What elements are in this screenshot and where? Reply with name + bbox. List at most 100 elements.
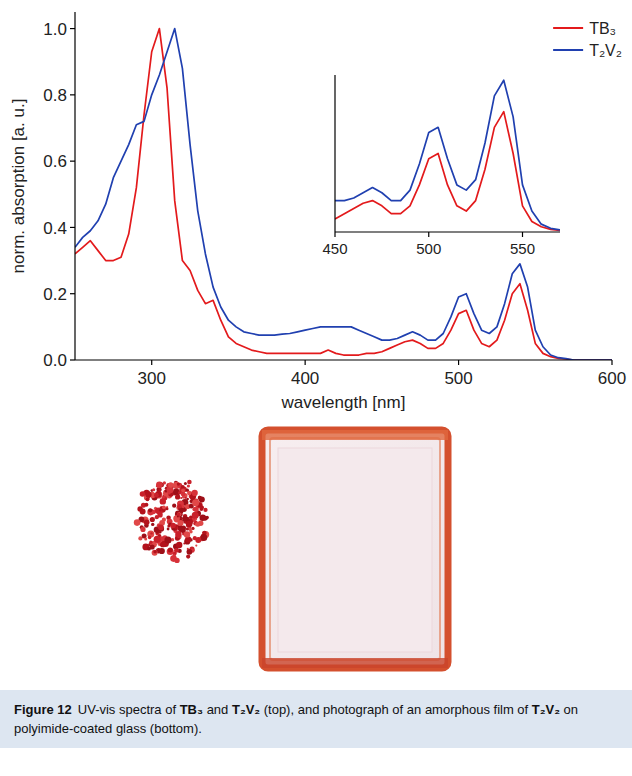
y-axis-title: norm. absorption [a. u.]	[9, 99, 28, 274]
y-tick	[70, 161, 75, 162]
legend-label: TB₃	[589, 20, 616, 37]
powder-grain	[180, 497, 182, 499]
powder-grain	[156, 485, 158, 487]
powder-grain	[159, 531, 161, 533]
y-tick-label: 0.4	[43, 219, 67, 238]
powder-grain	[170, 523, 176, 529]
caption-text: TB₃	[180, 702, 203, 717]
y-tick-label: 0.6	[43, 152, 67, 171]
powder-grain	[156, 530, 159, 533]
series-line	[335, 80, 560, 230]
glass-inner-edge	[270, 438, 440, 660]
powder-grain	[162, 518, 166, 522]
caption-text: T₂V₂	[232, 702, 260, 717]
glass-slide	[262, 430, 448, 668]
powder-grain	[183, 542, 185, 544]
x-tick-label: 300	[138, 369, 166, 388]
x-tick-label: 450	[322, 240, 347, 257]
powder-grain	[154, 536, 161, 543]
powder-grain	[160, 498, 166, 504]
caption: Figure 12UV-vis spectra of TB₃ and T₂V₂ …	[0, 690, 632, 748]
y-tick-label: 1.0	[43, 20, 67, 39]
powder-grain	[180, 510, 183, 513]
powder-grain	[195, 537, 201, 543]
data-group	[75, 29, 612, 360]
x-axis	[335, 231, 560, 232]
chart-1: 450500550	[322, 75, 560, 257]
powder-grain	[177, 504, 182, 509]
powder-grain	[134, 519, 141, 526]
powder-grain	[174, 558, 179, 563]
powder-grain	[172, 504, 176, 508]
x-tick-label: 600	[598, 369, 626, 388]
powder-grain	[174, 517, 179, 522]
y-tick	[70, 94, 75, 95]
powder-grain	[192, 499, 199, 506]
powder-grain	[178, 491, 181, 494]
powder	[134, 480, 209, 563]
caption-text: T₂V₂	[532, 702, 560, 717]
powder-grain	[150, 517, 155, 522]
powder-grain	[189, 516, 192, 519]
powder-grain	[162, 505, 166, 509]
film	[278, 448, 432, 652]
x-tick	[428, 232, 429, 237]
caption-text: and	[203, 702, 232, 717]
caption-text: UV-vis spectra of	[78, 702, 180, 717]
data-group	[335, 80, 560, 230]
powder-grain	[176, 542, 182, 548]
powder-grain	[175, 531, 181, 537]
page: {"chart_data": [ {"type": "line", "x_lab…	[0, 0, 632, 776]
powder-grain	[187, 491, 191, 495]
legend-swatch	[553, 49, 583, 51]
powder-grain	[184, 531, 190, 537]
powder-grain	[187, 480, 192, 485]
powder-grain	[181, 489, 185, 493]
powder-grain	[192, 512, 199, 519]
powder-grain	[156, 481, 163, 488]
legend-swatch	[553, 27, 583, 29]
powder-grain	[167, 528, 170, 531]
powder-grain	[175, 494, 180, 499]
powder-grain	[163, 481, 166, 484]
powder-grain	[140, 527, 145, 532]
powder-grain	[140, 509, 146, 515]
glass-edge	[262, 430, 448, 668]
glass-bottom	[262, 658, 448, 668]
powder-grain	[168, 548, 173, 553]
x-tick-label: 500	[416, 240, 441, 257]
powder-grain	[159, 548, 165, 554]
y-tick	[70, 359, 75, 360]
powder-grain	[150, 532, 152, 534]
powder-grain	[186, 521, 193, 528]
powder-grain	[149, 541, 152, 544]
powder-grain	[144, 538, 147, 541]
powder-grain	[164, 536, 171, 543]
powder-grain	[153, 550, 157, 554]
caption-text: (top), and photograph of an amorphous fi…	[260, 702, 532, 717]
y-axis	[74, 12, 75, 360]
series-line	[75, 29, 612, 360]
powder-grain	[195, 545, 197, 547]
x-tick	[611, 360, 612, 365]
photograph	[0, 420, 632, 682]
powder-grain	[177, 516, 179, 518]
powder-grain	[182, 516, 187, 521]
powder-grain	[158, 524, 164, 530]
powder-grain	[144, 503, 148, 507]
y-tick	[70, 28, 75, 29]
powder-grain	[200, 514, 207, 521]
powder-grain	[187, 484, 190, 487]
caption-label: Figure 12	[14, 702, 72, 717]
x-axis-title: wavelength [nm]	[281, 393, 406, 412]
legend-label: T₂V₂	[589, 42, 622, 59]
powder-grain	[195, 520, 197, 522]
powder-grain	[167, 548, 174, 555]
x-axis	[75, 359, 612, 360]
series-line	[335, 112, 560, 231]
x-tick-label: 500	[444, 369, 472, 388]
powder-grain	[199, 497, 205, 503]
powder-grain	[184, 482, 187, 485]
chart-0: 3004005006000.00.20.40.60.81.0wavelength…	[9, 12, 626, 412]
x-tick	[334, 232, 335, 237]
